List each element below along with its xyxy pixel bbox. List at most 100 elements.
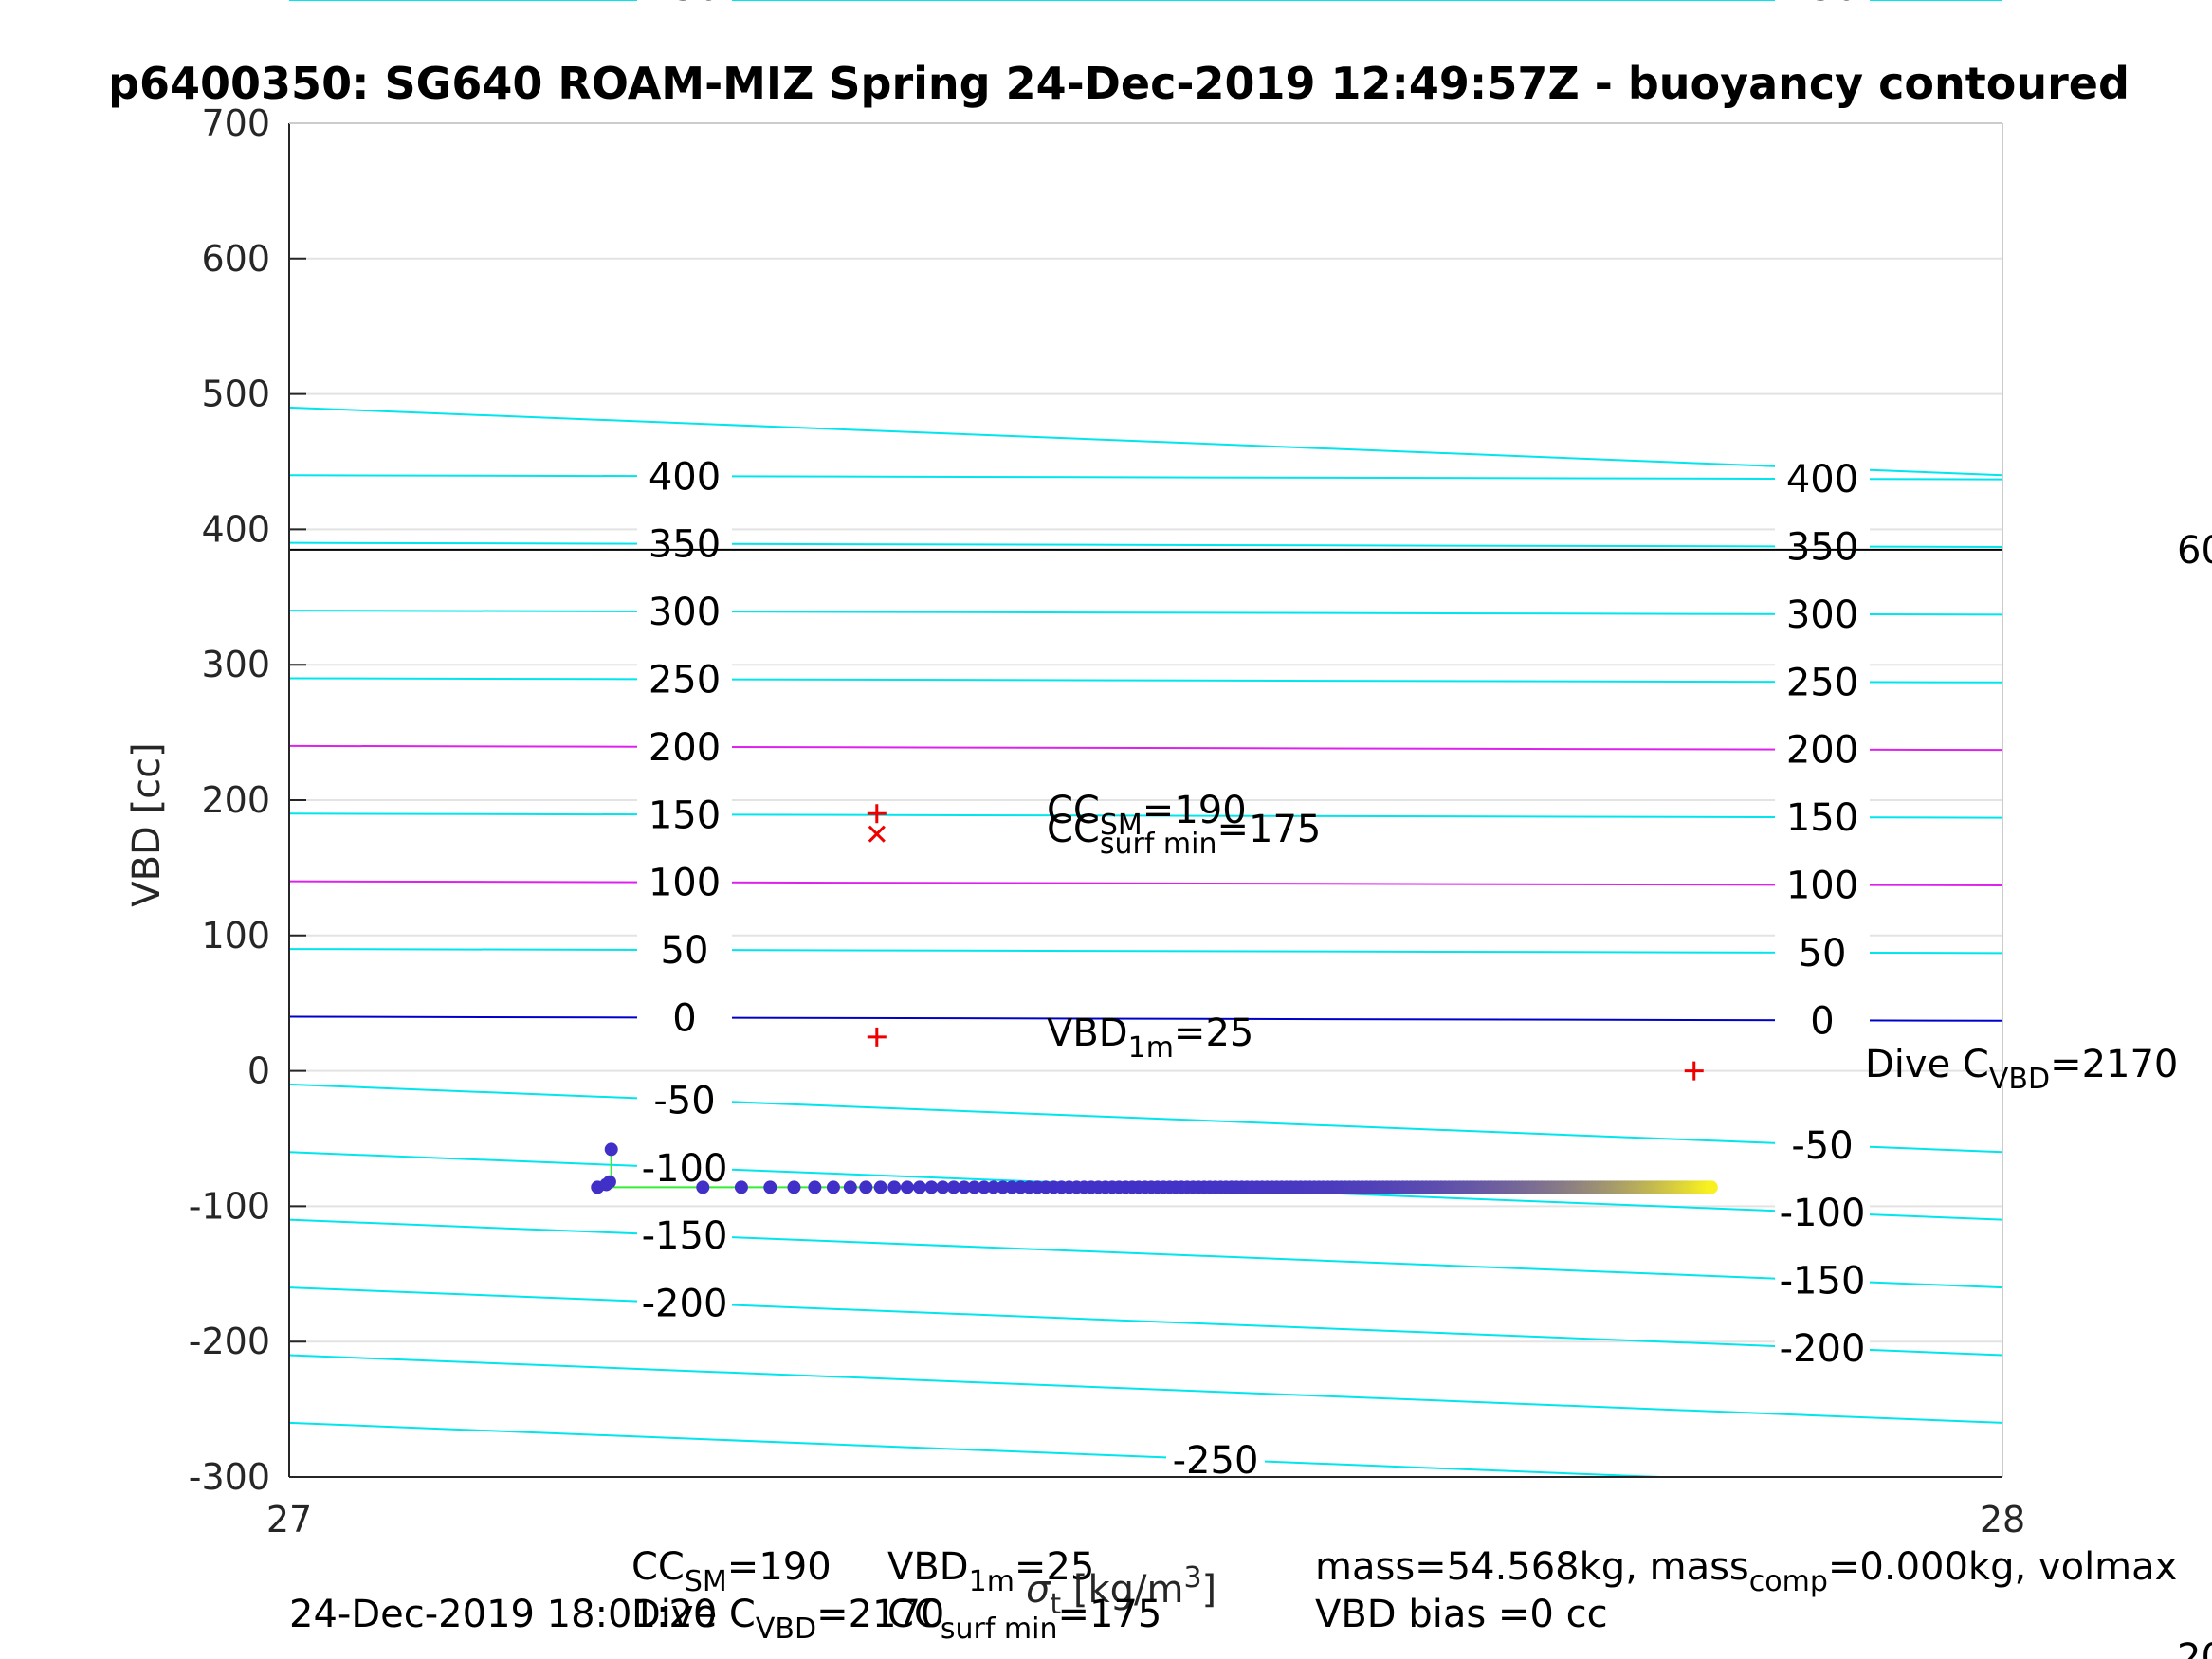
right-margin-text: 60 (2177, 529, 2212, 573)
footer-cc-surf-min: CCsurf min=175 (887, 1593, 1161, 1646)
contour-label-bg (1775, 0, 1870, 38)
contour-label-bg (637, 455, 732, 494)
contour-label-bg (637, 1079, 732, 1118)
contour-label-bg (637, 793, 732, 832)
data-point (957, 1180, 971, 1194)
contour-label-bg (1775, 864, 1870, 902)
footer-corner-text: 20 (2177, 1636, 2212, 1659)
contour-label-bg (1775, 1259, 1870, 1298)
contour-line (288, 744, 2003, 752)
data-point (912, 1180, 926, 1194)
y-tick-label: 0 (247, 1050, 270, 1092)
data-point (967, 1180, 981, 1194)
data-point (946, 1180, 960, 1194)
contour-label-bg (637, 0, 732, 38)
contour-label: 400 (1786, 458, 1858, 501)
contour-label-bg (637, 1282, 732, 1321)
data-point (763, 1180, 777, 1194)
y-tick-label: 200 (201, 779, 270, 821)
contour-label: 0 (672, 996, 696, 1040)
footer-cc: CCSM=190 (631, 1545, 832, 1598)
contour-label: -200 (642, 1283, 728, 1326)
data-point (734, 1180, 748, 1194)
x-tick-labels: 27 28 (266, 1499, 2025, 1540)
footer-mass: mass=54.568kg, masscomp=0.000kg, volmax (1315, 1545, 2177, 1598)
contour-label: 250 (649, 658, 721, 702)
contour-line (288, 677, 2003, 684)
contour-label-bg (637, 1146, 732, 1185)
data-point (1704, 1180, 1718, 1194)
y-tick-label: 500 (201, 374, 270, 415)
contour-label-bg (637, 996, 732, 1035)
contour-label: 0 (1810, 999, 1834, 1043)
footer-date: 24-Dec-2019 18:01:20 (289, 1593, 717, 1636)
buoyancy-contours: 500450400350300250200150100500-50-100-15… (288, 0, 2003, 1483)
contour-line (288, 1218, 2003, 1289)
cc-surf-min-annotation: CCsurf min=175 (1047, 808, 1321, 861)
contour-line (288, 406, 2003, 477)
data-point (873, 1180, 887, 1194)
x-tick-label: 28 (1980, 1499, 2025, 1540)
data-point (826, 1180, 840, 1194)
contour-label: 300 (1786, 593, 1858, 637)
contour-label-bg (637, 1214, 732, 1253)
data-point (887, 1180, 902, 1194)
contour-label: -150 (642, 1214, 728, 1258)
vbd-1m-annotation: VBD1m=25 (1047, 1012, 1253, 1065)
x-tick-label: 27 (266, 1499, 312, 1540)
contour-label: -100 (642, 1147, 728, 1191)
footer-dive-c: Dive CVBD=2170 (631, 1593, 944, 1646)
contour-label: 250 (1786, 661, 1858, 704)
contour-label: 350 (649, 523, 721, 567)
contour-label-bg (1775, 458, 1870, 497)
y-tick-label: 100 (201, 915, 270, 957)
contour-label: 200 (649, 726, 721, 770)
contour-label: 400 (649, 455, 721, 499)
contour-label: 200 (1786, 729, 1858, 773)
y-tick-label: -200 (189, 1321, 270, 1362)
contour-line (288, 880, 2003, 886)
x-marker (868, 825, 886, 843)
contour-label-bg (1775, 728, 1870, 767)
contour-label: 300 (649, 591, 721, 634)
contour-label-bg (637, 658, 732, 697)
contour-label-bg (1775, 1326, 1870, 1365)
y-tick-labels: -300 -200 -100 0 100 200 300 400 500 600 700 (189, 102, 270, 1498)
contour-label: -200 (1780, 1327, 1866, 1371)
contour-label: -250 (1173, 1439, 1259, 1483)
contour-label-bg (637, 929, 732, 968)
contour-label: 50 (1799, 932, 1847, 975)
y-tick-label: 300 (201, 644, 270, 685)
y-tick-label: 700 (201, 102, 270, 144)
plus-marker (1684, 1061, 1704, 1081)
y-tick-label: -300 (189, 1456, 270, 1498)
contour-label-bg (1775, 525, 1870, 564)
contour-line (288, 1421, 1660, 1478)
contour-label: -50 (1791, 1124, 1853, 1168)
data-point (843, 1180, 857, 1194)
footer-vbd: VBD1m=25 (887, 1545, 1094, 1598)
data-point (936, 1180, 950, 1194)
contour-line (288, 1015, 2003, 1022)
contour-label: 450 (1786, 0, 1858, 9)
dive-c-vbd-annotation: Dive CVBD=2170 (1865, 1043, 2178, 1096)
y-tick-label: -100 (189, 1185, 270, 1227)
contour-label-bg (637, 591, 732, 629)
axes (288, 122, 2003, 1478)
contour-label: -50 (653, 1079, 715, 1122)
contour-line (288, 812, 2003, 819)
markers (867, 804, 1704, 1081)
data-point (808, 1180, 822, 1194)
contour-label-bg (1775, 999, 1870, 1038)
contour-label-bg (637, 725, 732, 764)
y-tick-label: 600 (201, 238, 270, 280)
data-point (924, 1180, 939, 1194)
data-point (696, 1180, 710, 1194)
contour-label: 50 (661, 929, 709, 973)
contour-label: -100 (1780, 1192, 1866, 1235)
contour-label: 150 (649, 793, 721, 837)
data-point (977, 1180, 991, 1194)
data-point (604, 1142, 618, 1157)
contour-label-bg (1775, 661, 1870, 700)
